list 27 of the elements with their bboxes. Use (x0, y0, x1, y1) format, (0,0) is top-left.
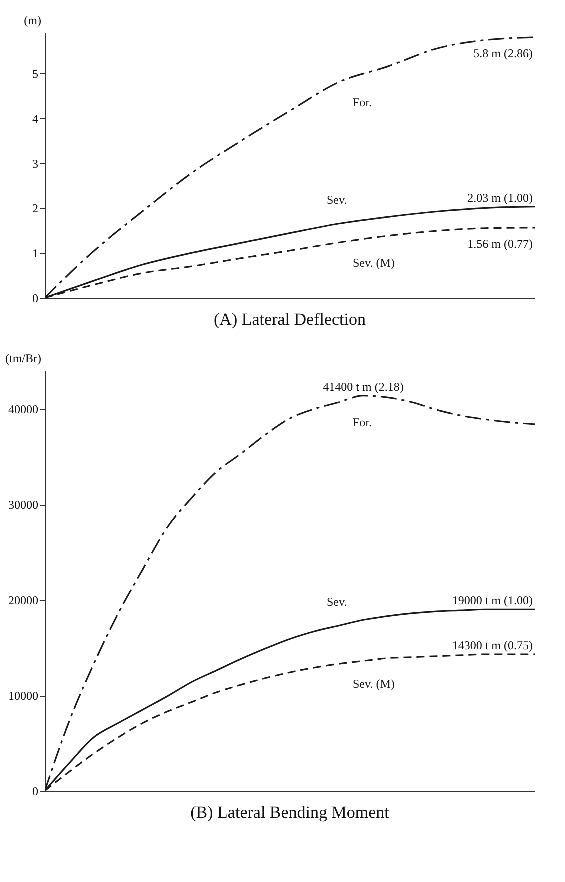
y-tick-label: 20000 (8, 594, 38, 608)
text: (B) Lateral Bending Moment (190, 803, 390, 822)
y-axis-title: (m) (24, 14, 42, 28)
series-label: Sev. (M) (353, 677, 395, 692)
y-tick-label: 10000 (8, 689, 38, 704)
data-label: 19000 t m (1.00) (452, 594, 533, 608)
y-tick-label: 1 (32, 246, 38, 261)
y-tick-label: 30000 (8, 498, 38, 512)
y-tick-label: 0 (32, 784, 38, 798)
text: (A) Lateral Deflection (214, 310, 366, 329)
data-label: 14300 t m (0.75) (452, 638, 533, 652)
series-label: Sev. (M) (353, 256, 395, 270)
y-tick-label: 0 (32, 292, 38, 306)
y-tick-label: 2 (32, 202, 38, 216)
data-label: 5.8 m (2.86) (474, 46, 533, 60)
series-label: For. (353, 416, 372, 430)
y-tick-label: 40000 (8, 402, 38, 417)
y-axis-title: (tm/Br) (6, 352, 42, 366)
series-label: Sev. (327, 192, 348, 207)
series-label: For. (353, 95, 372, 110)
data-label: 2.03 m (1.00) (468, 190, 533, 205)
y-tick-label: 5 (32, 66, 38, 81)
data-label: 41400 t m (2.18) (323, 380, 404, 394)
y-tick-label: 4 (32, 112, 38, 126)
series-label: Sev. (327, 594, 348, 609)
data-label: 1.56 m (0.77) (468, 236, 533, 251)
y-tick-label: 3 (32, 156, 38, 171)
